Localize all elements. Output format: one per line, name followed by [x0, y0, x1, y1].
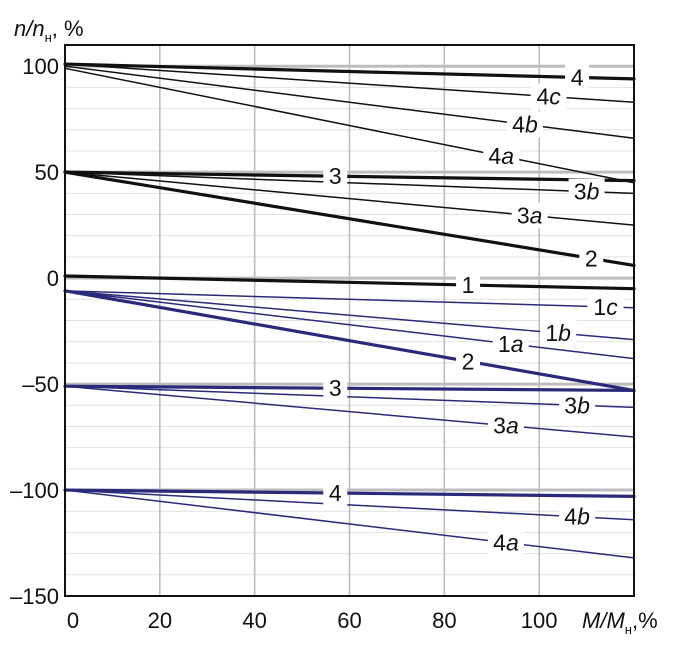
curve-lower-1a — [64, 290, 635, 360]
curve-label-upper-3b: 3b — [568, 178, 605, 205]
curve-label-text: 1c — [593, 294, 618, 320]
curve-upper-2 — [63, 170, 636, 267]
curve-lower-2 — [63, 289, 636, 393]
curve-lower-1b — [64, 290, 635, 341]
curve-lower-4 — [63, 488, 636, 498]
x-tick-label: 0 — [67, 608, 79, 633]
curve-label-text: 1a — [498, 331, 524, 357]
curve-label-backing — [530, 83, 567, 110]
curve-label-text: 3 — [329, 375, 342, 401]
y-tick-label: 100 — [22, 54, 59, 79]
curve-label-upper-1: 1 — [456, 272, 481, 299]
curve-label-upper-4c: 4c — [530, 83, 567, 110]
curve-upper-1 — [63, 274, 636, 291]
curve-label-lower-2: 2 — [456, 348, 481, 375]
curve-label-backing — [492, 330, 529, 357]
curve-label-text: 3 — [329, 163, 342, 189]
curve-label-text: 4 — [329, 480, 342, 506]
curve-upper-4a — [64, 67, 635, 184]
x-tick-labels: 0 20 40 60 80 100 — [67, 608, 558, 633]
curve-label-upper-4a: 4a — [483, 143, 520, 170]
y-tick-label: –50 — [22, 372, 59, 397]
curve-label-backing — [456, 272, 481, 299]
curve-label-backing — [323, 375, 348, 402]
curve-label-text: 4 — [571, 64, 584, 90]
curve-label-backing — [565, 64, 590, 91]
curve-lower-4b — [64, 489, 635, 521]
curve-label-text: 3b — [564, 392, 590, 418]
curve-label-backing — [511, 202, 548, 229]
curve-label-lower-1a: 1a — [492, 330, 529, 357]
y-tick-label: –100 — [10, 478, 59, 503]
curve-label-text: 2 — [462, 348, 475, 374]
curve-label-lower-4a: 4a — [487, 529, 524, 556]
curve-label-backing — [456, 348, 481, 375]
x-axis-label: M/Mн,% — [582, 608, 658, 637]
curve-label-text: 4b — [564, 504, 590, 530]
curve-label-text: 3b — [574, 179, 600, 205]
curve-label-backing — [559, 392, 596, 419]
curve-label-lower-3: 3 — [323, 375, 348, 402]
curve-label-lower-4: 4 — [323, 480, 348, 507]
curve-label-backing — [487, 529, 524, 556]
y-tick-label: 0 — [47, 266, 59, 291]
curve-label-backing — [483, 143, 520, 170]
curve-label-text: 4a — [493, 530, 519, 556]
curve-upper-3b — [64, 171, 635, 195]
curve-lower-4a — [64, 489, 635, 559]
curve-label-backing — [579, 245, 604, 272]
y-tick-labels: 100 50 0 –50 –100 –150 — [10, 54, 59, 609]
curve-label-text: 1 — [462, 272, 475, 298]
plot-frame — [64, 44, 635, 597]
curve-label-backing — [323, 163, 348, 190]
curve-label-backing — [323, 480, 348, 507]
curve-label-upper-2: 2 — [579, 245, 604, 272]
curve-label-lower-3a: 3a — [487, 412, 524, 439]
curve-label-backing — [506, 111, 543, 138]
curve-label-backing — [540, 320, 577, 347]
y-axis-label: n/nн, % — [14, 16, 84, 45]
y-tick-label: 50 — [35, 160, 59, 185]
curve-label-upper-4: 4 — [565, 64, 590, 91]
x-tick-label: 60 — [337, 608, 361, 633]
x-tick-label: 40 — [242, 608, 266, 633]
curve-label-upper-4b: 4b — [506, 111, 543, 138]
curve-label-text: 3a — [493, 413, 519, 439]
curve-label-backing — [568, 178, 605, 205]
curve-label-text: 3a — [517, 202, 543, 228]
curve-lower-1c — [64, 290, 635, 309]
curve-label-lower-3b: 3b — [559, 392, 596, 419]
curve-label-upper-3a: 3a — [511, 202, 548, 229]
curve-label-lower-1b: 1b — [540, 320, 577, 347]
x-tick-label: 100 — [521, 608, 558, 633]
curve-label-backing — [587, 293, 624, 320]
curve-label-lower-4b: 4b — [559, 503, 596, 530]
curve-lower-3 — [63, 384, 636, 393]
curve-label-lower-1c: 1c — [587, 293, 624, 320]
curve-upper-3 — [63, 170, 636, 183]
curve-label-text: 4b — [512, 111, 538, 137]
curve-label-text: 4a — [488, 143, 514, 169]
curve-upper-4 — [63, 62, 636, 81]
curve-label-text: 1b — [545, 320, 571, 346]
curve-lower-3a — [64, 385, 635, 438]
x-tick-label: 80 — [432, 608, 456, 633]
curve-label-backing — [487, 412, 524, 439]
curve-label-text: 4c — [537, 83, 562, 109]
curve-label-backing — [559, 503, 596, 530]
curve-label-upper-3: 3 — [323, 163, 348, 190]
y-tick-label: –150 — [10, 584, 59, 609]
curve-lower-3b — [64, 385, 635, 409]
curve-label-text: 2 — [585, 245, 598, 271]
x-tick-label: 20 — [148, 608, 172, 633]
